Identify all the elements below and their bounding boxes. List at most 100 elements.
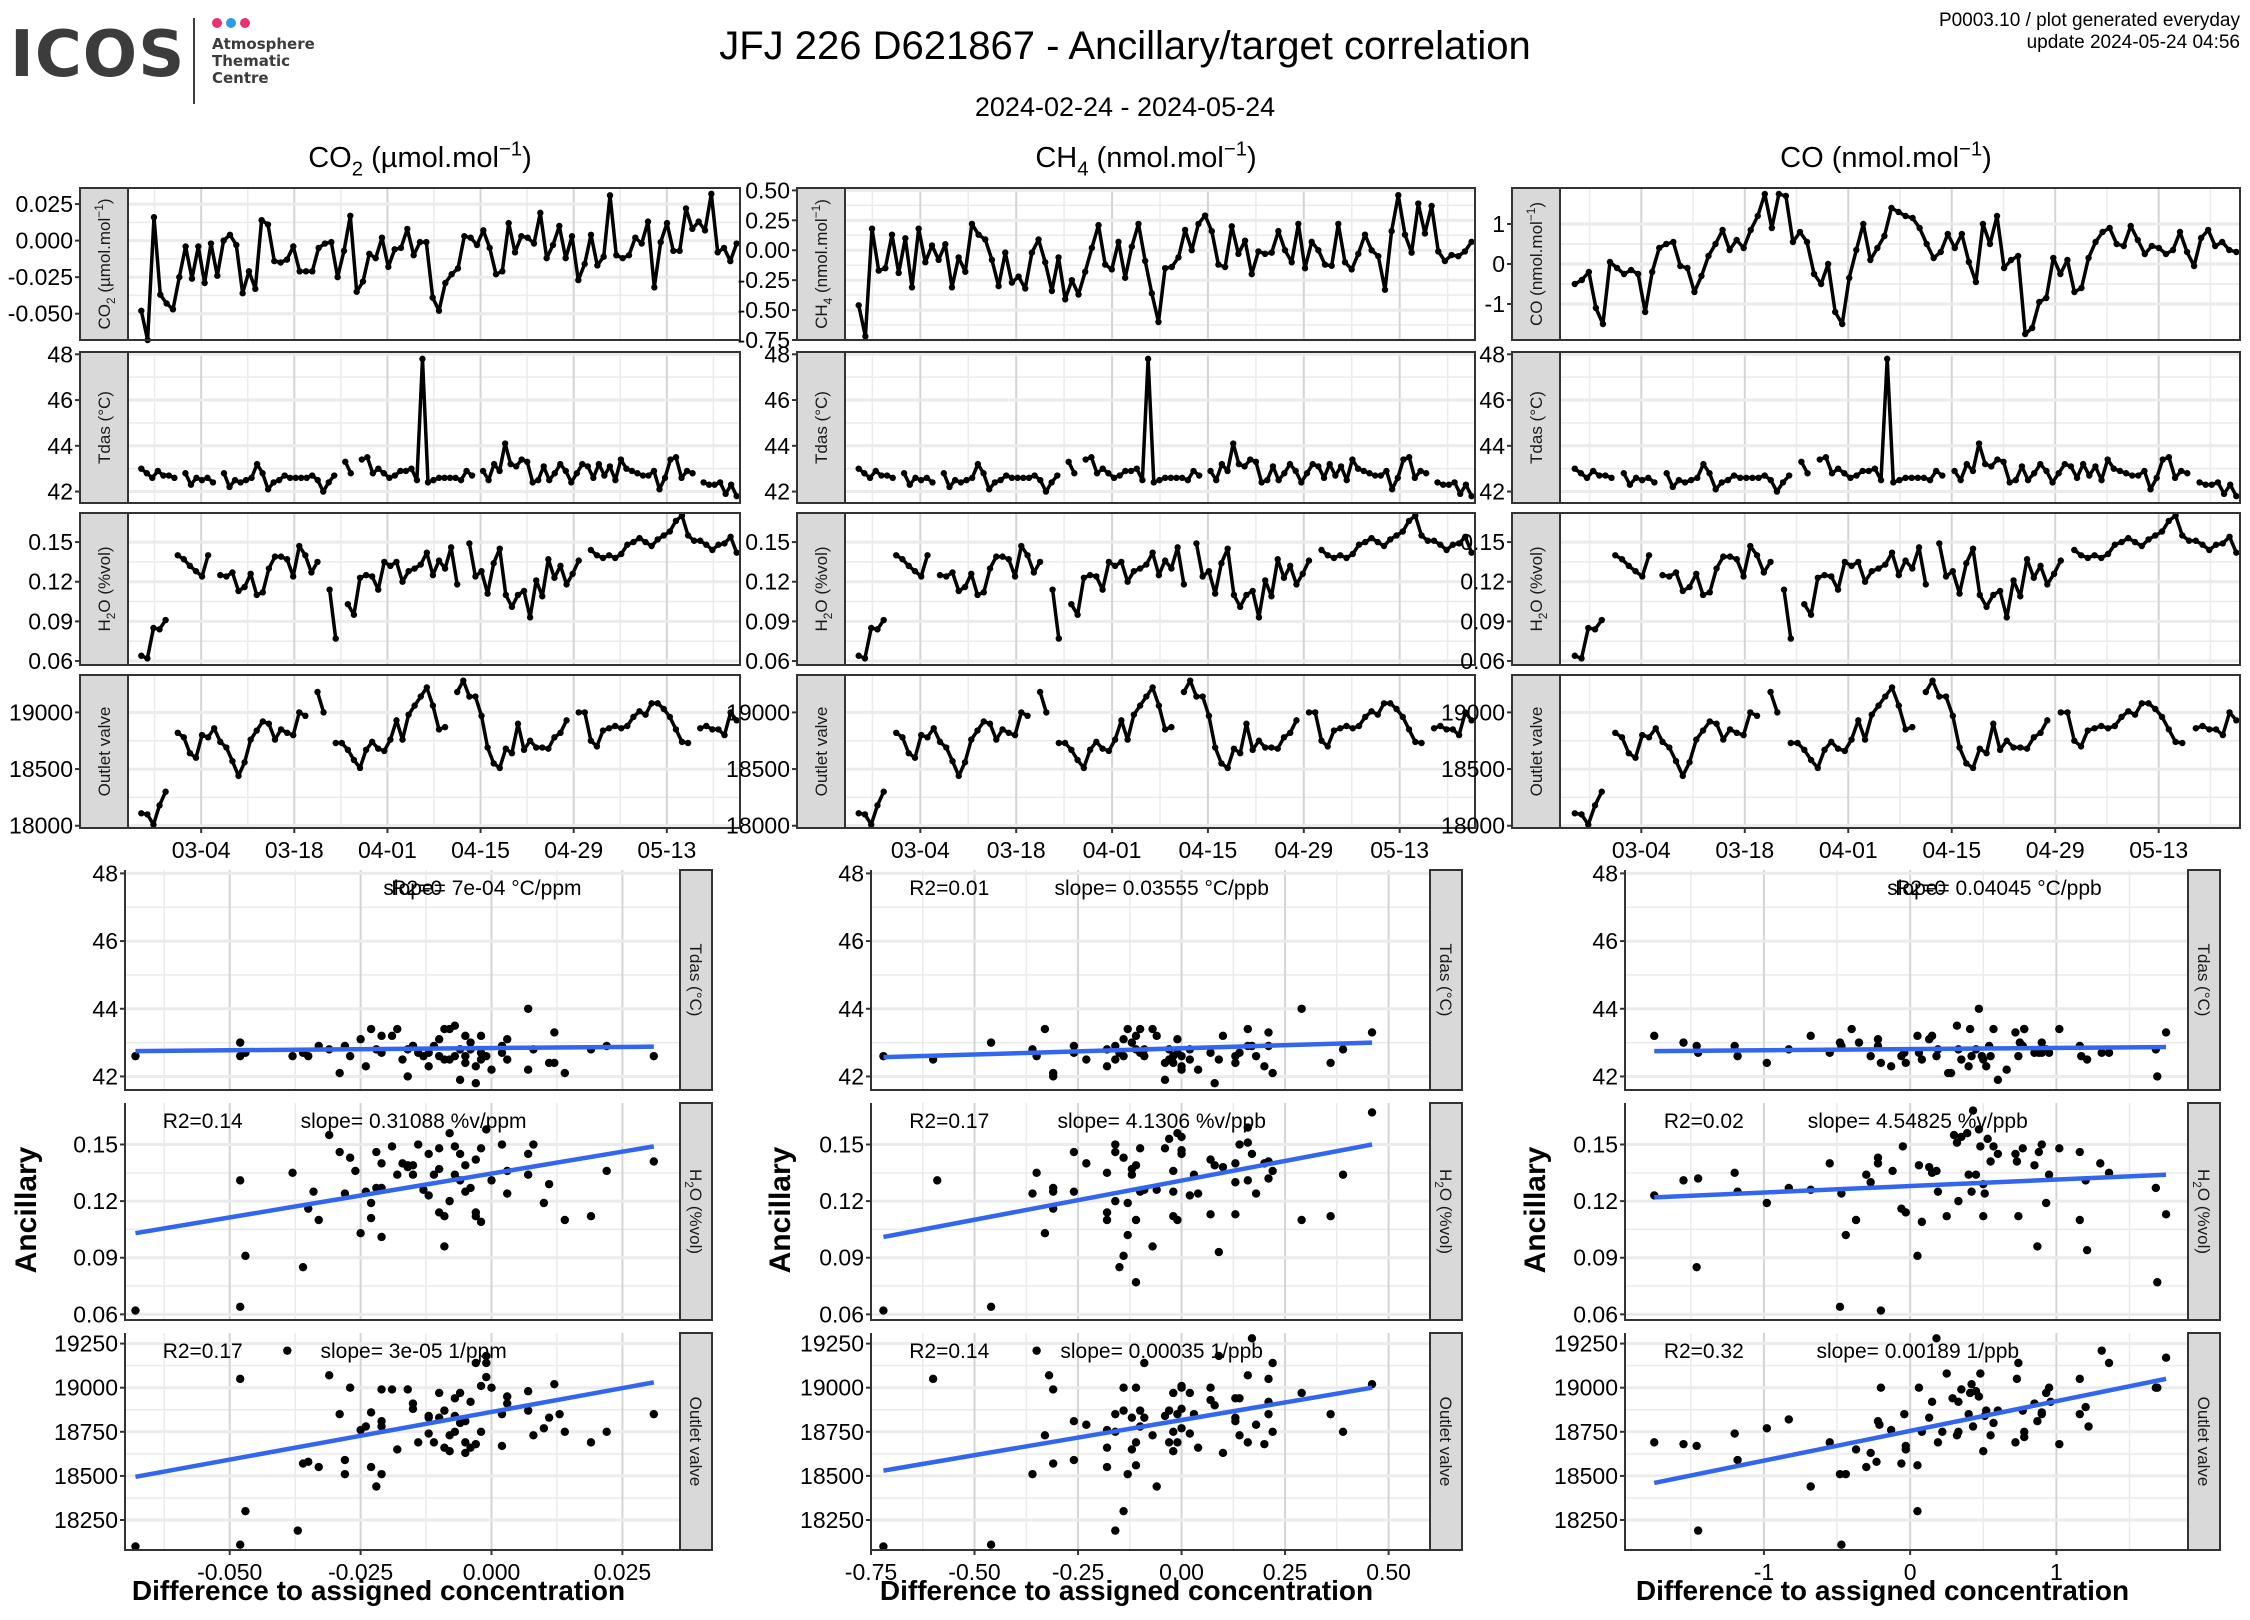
data-point (709, 726, 716, 733)
data-point (957, 479, 965, 486)
data-point (642, 711, 649, 718)
data-point (2219, 731, 2227, 739)
scatter-point (471, 1439, 481, 1449)
scatter-point (2044, 1048, 2054, 1057)
data-point (461, 233, 468, 240)
scatter-point (131, 1542, 140, 1551)
data-point (1148, 290, 1156, 297)
data-point (1312, 709, 1319, 716)
scatter-point (1979, 1055, 1988, 1064)
data-point (1337, 725, 1344, 732)
data-point (1349, 456, 1356, 463)
data-point (946, 483, 953, 491)
y-tick-label: 18250 (800, 1507, 864, 1533)
data-point (518, 233, 525, 240)
scatter-point (403, 1072, 412, 1081)
facet-strip-label: CO (nmol.mol−1) (1524, 202, 1546, 326)
data-point (366, 250, 373, 257)
scatter-point (1111, 1526, 1120, 1535)
scatter-point (356, 1035, 365, 1044)
data-point (733, 549, 740, 556)
data-point (556, 222, 563, 230)
scatter-point (1866, 1178, 1875, 1187)
scatter-point (1964, 1062, 1973, 1071)
y-tick-label: 0.12 (819, 1188, 864, 1214)
data-point (883, 472, 891, 479)
data-point (1724, 476, 1732, 484)
scatter-point (1913, 1506, 1922, 1516)
data-point (2233, 717, 2240, 724)
data-point (180, 556, 188, 563)
data-point (1288, 259, 1295, 266)
data-point (1221, 263, 1229, 271)
data-point (1981, 460, 1989, 468)
scatter-point (1974, 1004, 1984, 1013)
scatter-point (1650, 1438, 1659, 1447)
scatter-point (1825, 1159, 1834, 1168)
data-point (1008, 474, 1016, 482)
data-point (875, 267, 882, 274)
data-point (911, 754, 919, 761)
scatter-point (1974, 1125, 1984, 1134)
data-point (1116, 472, 1123, 479)
data-point (2077, 552, 2085, 559)
scatter-point (586, 1212, 596, 1221)
scatter-point (1177, 1051, 1186, 1061)
data-point (1888, 684, 1896, 691)
data-point (1161, 726, 1169, 733)
data-point (683, 467, 691, 475)
data-point (551, 574, 558, 581)
data-point (968, 570, 975, 577)
data-point (2024, 476, 2032, 484)
data-point (1068, 746, 1075, 753)
scatter-point (933, 1176, 942, 1185)
data-point (995, 282, 1002, 290)
data-point (1168, 723, 1175, 731)
data-point (1669, 483, 1676, 491)
data-point (936, 571, 944, 579)
scatter-point (1983, 1134, 1992, 1144)
axis-line (124, 1333, 680, 1551)
data-point (1005, 556, 1012, 563)
scatter-point (1927, 1397, 1937, 1407)
y-tick-label: -0.25 (738, 267, 790, 293)
data-point (930, 725, 937, 732)
scatter-point (1206, 1048, 1215, 1057)
data-point (642, 538, 649, 546)
data-point (1437, 722, 1444, 730)
data-point (684, 739, 692, 747)
column-title: CH4 (nmol.mol−1) (1035, 138, 1256, 180)
data-point (1841, 470, 1848, 477)
data-point (639, 472, 647, 479)
scatter-point (1040, 1229, 1050, 1238)
data-point (1706, 718, 1713, 725)
scatter-point (1102, 1462, 1112, 1472)
logo-dots (212, 18, 250, 28)
data-point (1293, 717, 1300, 724)
scatter-point (2161, 1210, 2171, 1219)
data-point (557, 562, 564, 570)
date-range: 2024-02-24 - 2024-05-24 (974, 92, 1276, 122)
data-point (1451, 479, 1458, 486)
x-tick-label: 03-18 (1715, 837, 1774, 863)
data-point (275, 476, 283, 484)
data-point (165, 472, 173, 479)
scatter-point (1650, 1031, 1659, 1041)
data-point (271, 736, 279, 743)
facet-strip (1511, 512, 1561, 666)
scatter-point (1993, 1075, 2003, 1085)
axis-line (124, 870, 680, 1091)
data-point (1167, 474, 1175, 482)
data-point (924, 552, 931, 559)
scatter-point (424, 1062, 433, 1071)
data-point (171, 474, 178, 482)
scatter-point (429, 1170, 439, 1179)
data-point (1055, 254, 1062, 261)
data-point (2206, 546, 2213, 554)
data-point (733, 240, 740, 247)
scatter-point (1679, 1439, 1688, 1449)
data-point (1205, 712, 1213, 719)
scatter-point (1235, 1431, 1244, 1440)
data-point (1268, 249, 1275, 256)
